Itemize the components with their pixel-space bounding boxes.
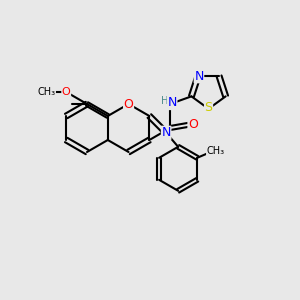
- Text: O: O: [124, 98, 134, 110]
- Text: H: H: [161, 96, 169, 106]
- Text: S: S: [205, 101, 212, 114]
- Text: N: N: [167, 97, 177, 110]
- Text: CH₃: CH₃: [38, 87, 56, 97]
- Text: O: O: [62, 87, 70, 97]
- Text: N: N: [194, 70, 204, 83]
- Text: N: N: [161, 126, 171, 139]
- Text: O: O: [188, 118, 198, 131]
- Text: CH₃: CH₃: [206, 146, 225, 156]
